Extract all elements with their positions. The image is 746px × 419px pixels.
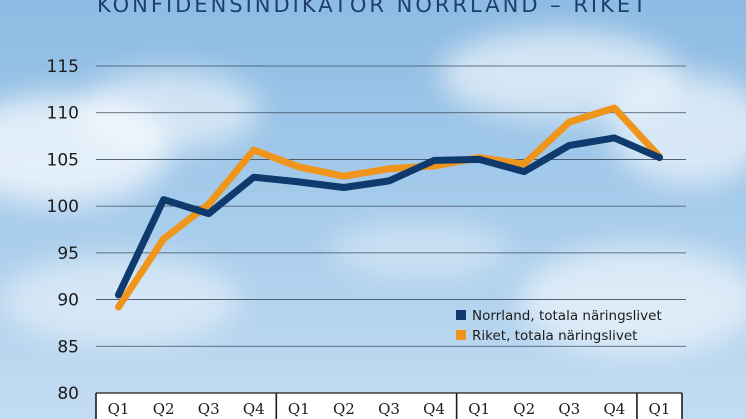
x-tick-label: Q3 — [378, 400, 400, 418]
legend-label-riket: Riket, totala näringslivet — [472, 328, 637, 344]
x-tick-label: Q1 — [108, 400, 130, 418]
y-tick-label: 95 — [57, 244, 79, 264]
y-axis-ticks: 80 85 90 95 100 105 110 115 — [47, 57, 79, 404]
x-tick-label: Q1 — [288, 400, 310, 418]
x-tick-label: Q2 — [153, 400, 175, 418]
y-tick-label: 110 — [47, 104, 79, 124]
x-axis: Q1 Q2 Q3 Q4 Q1 Q2 Q3 Q4 Q1 Q2 Q3 Q4 Q1 — [95, 392, 683, 419]
legend-swatch-riket — [456, 330, 466, 340]
y-tick-label: 105 — [47, 150, 79, 170]
x-tick-label: Q4 — [423, 400, 445, 418]
legend-label-norrland: Norrland, totala näringslivet — [472, 308, 662, 324]
y-tick-label: 80 — [57, 384, 79, 404]
x-tick-label: Q3 — [198, 400, 220, 418]
gridlines — [96, 65, 686, 347]
x-tick-label: Q2 — [333, 400, 355, 418]
y-tick-label: 100 — [47, 197, 79, 217]
legend-swatch-norrland — [456, 310, 466, 320]
y-tick-label: 115 — [47, 57, 79, 77]
y-tick-label: 85 — [57, 337, 79, 357]
x-axis-band — [96, 393, 682, 419]
chart-title: KONFIDENSINDIKATOR NORRLAND – RIKET — [97, 0, 649, 17]
x-tick-label: Q3 — [558, 400, 580, 418]
y-tick-label: 90 — [57, 291, 79, 311]
x-tick-label: Q1 — [468, 400, 490, 418]
x-tick-label: Q1 — [649, 400, 671, 418]
x-tick-label: Q2 — [513, 400, 535, 418]
x-tick-label: Q4 — [243, 400, 265, 418]
series-lines — [115, 104, 663, 311]
legend: Norrland, totala näringslivet Riket, tot… — [456, 308, 662, 344]
x-tick-label: Q4 — [603, 400, 625, 418]
